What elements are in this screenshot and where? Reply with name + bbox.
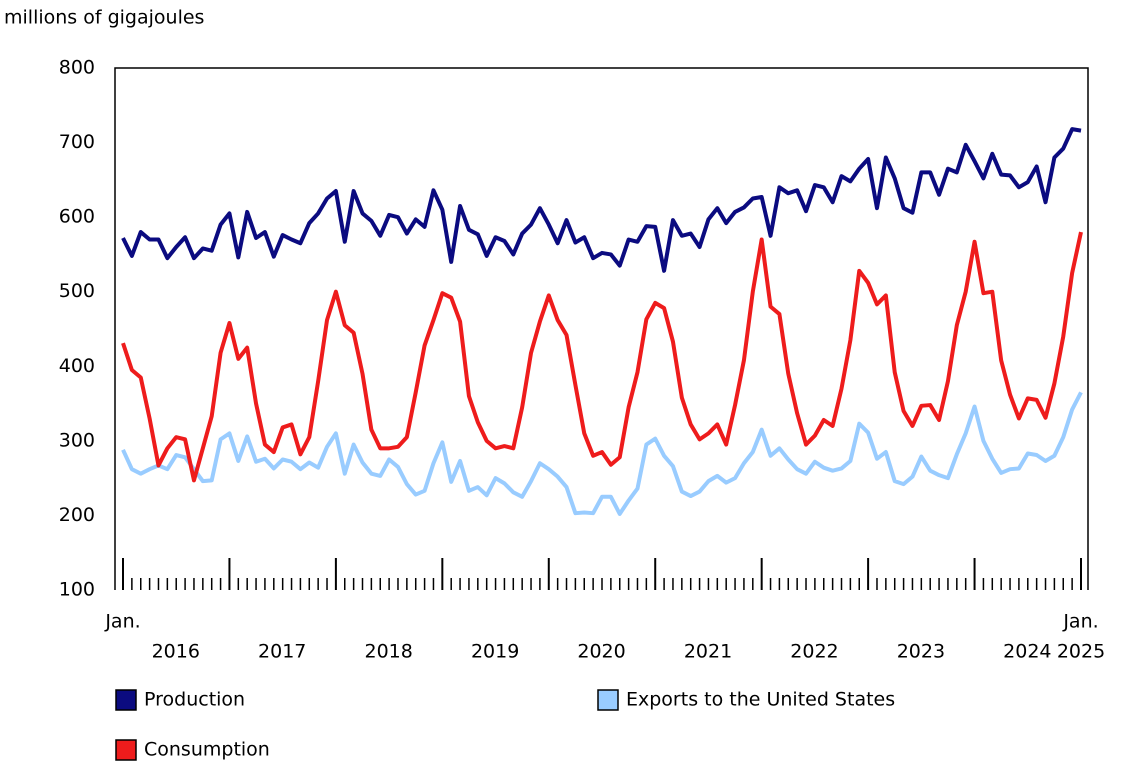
legend-label: Exports to the United States xyxy=(626,689,895,711)
x-group-label: 2017 xyxy=(258,641,306,663)
y-tick-label: 300 xyxy=(59,429,95,451)
legend-swatch xyxy=(597,689,619,711)
series-line xyxy=(121,231,1083,483)
x-group-label: 2025 xyxy=(1057,641,1105,663)
y-tick-label: 700 xyxy=(59,131,95,153)
legend-swatch xyxy=(115,689,137,711)
x-group-label: 2016 xyxy=(152,641,200,663)
x-edge-label: Jan. xyxy=(104,611,140,633)
y-tick-label: 600 xyxy=(59,206,95,228)
x-group-label: 2022 xyxy=(790,641,838,663)
legend-label: Production xyxy=(144,689,245,711)
legend-swatch xyxy=(115,739,137,761)
y-tick-label: 500 xyxy=(59,280,95,302)
series-line xyxy=(121,127,1082,273)
x-group-label: 2020 xyxy=(577,641,625,663)
x-edge-label: Jan. xyxy=(1062,611,1098,633)
y-tick-label: 100 xyxy=(59,579,95,601)
y-axis-label: millions of gigajoules xyxy=(4,7,204,29)
x-group-label: 2019 xyxy=(471,641,519,663)
x-group-label: 2018 xyxy=(364,641,412,663)
x-group-label: 2021 xyxy=(684,641,732,663)
x-group-label: 2024 xyxy=(1003,641,1051,663)
y-tick-label: 400 xyxy=(59,355,95,377)
x-group-label: 2023 xyxy=(897,641,945,663)
legend-label: Consumption xyxy=(144,739,270,761)
y-tick-label: 200 xyxy=(59,504,95,526)
y-tick-label: 800 xyxy=(59,57,95,79)
plot-frame xyxy=(114,67,1089,590)
series-line xyxy=(121,391,1083,516)
